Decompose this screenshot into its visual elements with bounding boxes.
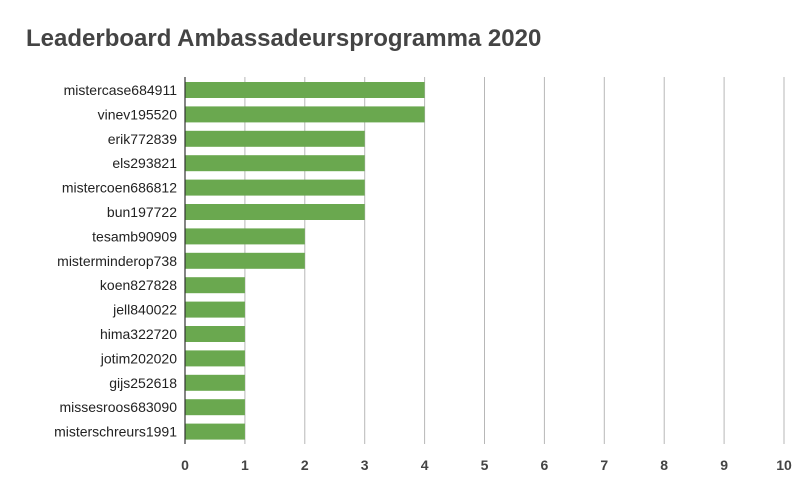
bar [185,204,365,220]
bar [185,423,245,440]
category-label: missesroos683090 [59,399,177,415]
x-tick-label: 10 [776,457,792,473]
x-tick-label: 9 [720,457,728,473]
category-label: misterminderop738 [57,253,177,269]
category-label: misterschreurs1991 [54,424,177,440]
x-tick-label: 1 [241,457,249,473]
category-label: hima322720 [100,326,177,342]
bar [185,374,245,391]
category-label: mistercoen686812 [62,180,177,196]
bar [185,350,245,367]
x-tick-label: 7 [600,457,608,473]
category-label: gijs252618 [109,375,177,391]
category-label: koen827828 [100,277,177,293]
bar [185,252,305,269]
category-label: mistercase684911 [64,82,178,98]
x-tick-label: 2 [301,457,309,473]
bar [185,130,365,147]
x-tick-label: 3 [361,457,369,473]
bar [185,155,365,172]
category-label: jotim202020 [100,350,177,366]
category-label: els293821 [112,155,177,171]
category-label: bun197722 [107,204,177,220]
bar [185,179,365,196]
bar [185,301,245,318]
x-tick-label: 8 [660,457,668,473]
bar [185,277,245,294]
category-label: jell840022 [112,302,177,318]
chart-title: Leaderboard Ambassadeursprogramma 2020 [26,25,542,52]
bar [185,228,305,245]
bar [185,399,245,416]
x-tick-label: 6 [541,457,549,473]
x-tick-label: 5 [481,457,489,473]
category-label: tesamb90909 [92,228,177,244]
category-label: erik772839 [108,131,177,147]
bar [185,106,425,123]
category-label: vinev195520 [98,106,178,122]
bar [185,82,425,98]
x-tick-label: 0 [181,457,189,473]
bar [185,326,245,342]
x-tick-label: 4 [421,457,429,473]
